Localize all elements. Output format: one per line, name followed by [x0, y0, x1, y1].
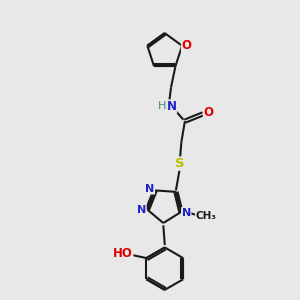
Text: HO: HO — [113, 247, 133, 260]
Text: N: N — [145, 184, 154, 194]
Text: N: N — [137, 205, 146, 215]
Text: N: N — [182, 208, 191, 218]
Text: O: O — [182, 39, 191, 52]
Text: N: N — [167, 100, 177, 113]
Text: CH₃: CH₃ — [196, 212, 217, 221]
Text: S: S — [175, 157, 185, 170]
Text: O: O — [203, 106, 213, 119]
Text: H: H — [158, 101, 166, 111]
